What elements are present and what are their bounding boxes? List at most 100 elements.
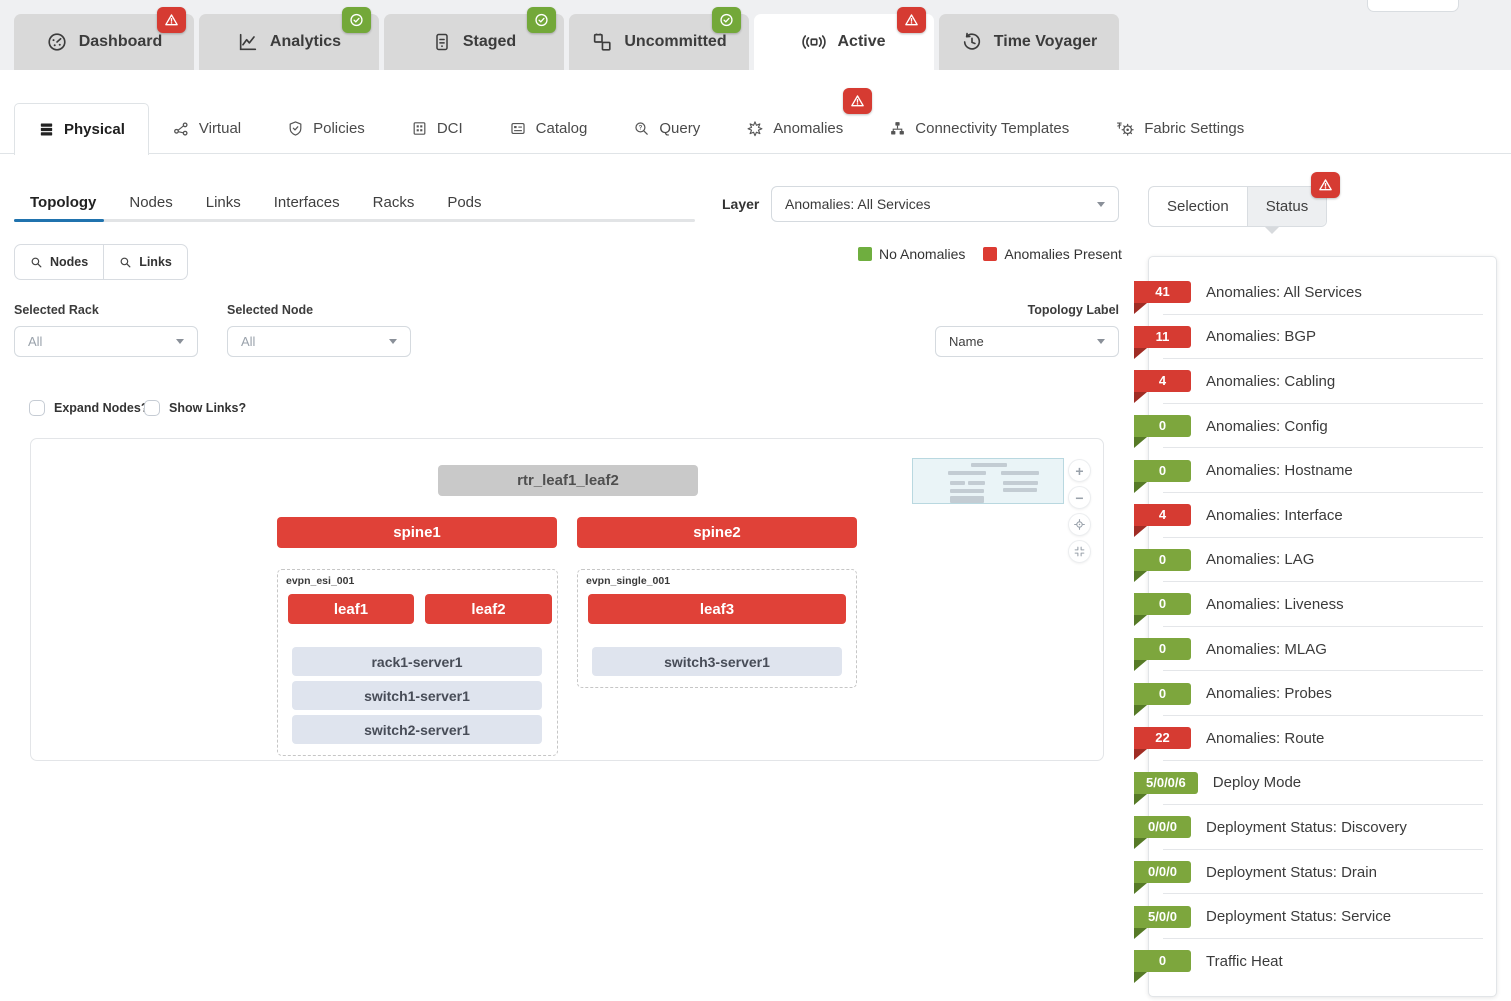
tab-topology[interactable]: Topology [30, 194, 97, 211]
status-row-all-services[interactable]: 41 Anomalies: All Services [1134, 270, 1496, 315]
ok-badge [712, 7, 741, 33]
expand-nodes-label: Expand Nodes? [54, 401, 149, 415]
status-row-deploy-drain[interactable]: 0/0/0 Deployment Status: Drain [1134, 850, 1496, 895]
node-leaf2[interactable]: leaf2 [425, 594, 552, 624]
tab-time-voyager[interactable]: Time Voyager [939, 14, 1119, 70]
selected-rack-label: Selected Rack [14, 303, 99, 317]
status-row-deploy-mode[interactable]: 5/0/0/6 Deploy Mode [1134, 761, 1496, 806]
tab-dashboard[interactable]: Dashboard [14, 7, 194, 70]
status-row-traffic-heat[interactable]: 0 Traffic Heat [1134, 939, 1496, 984]
minimap-bar [950, 495, 984, 503]
count-ribbon: 0 [1134, 950, 1191, 984]
status-row-mlag[interactable]: 0 Anomalies: MLAG [1134, 627, 1496, 672]
selected-node-dropdown[interactable]: All [227, 326, 411, 357]
catalog-icon [511, 122, 525, 135]
node-switch2-server1[interactable]: switch2-server1 [292, 715, 542, 744]
status-row-hostname[interactable]: 0 Anomalies: Hostname [1134, 448, 1496, 493]
anomaly-legend: No Anomalies Anomalies Present [858, 246, 1122, 262]
subnav-policies[interactable]: Policies [264, 103, 388, 154]
top-right-button[interactable] [1367, 0, 1459, 12]
node-switch1-server1[interactable]: switch1-server1 [292, 681, 542, 710]
selected-node-label: Selected Node [227, 303, 314, 317]
topology-label-label: Topology Label [1027, 303, 1119, 317]
warning-badge [157, 7, 186, 33]
status-row-label: Anomalies: Config [1206, 417, 1328, 435]
canvas-zoom-controls: + − [1068, 459, 1091, 563]
physical-icon [40, 123, 53, 136]
layer-dropdown[interactable]: Anomalies: All Services [771, 186, 1119, 222]
search-links-button[interactable]: Links [103, 245, 187, 279]
fit-view-button[interactable] [1068, 540, 1091, 563]
tab-analytics[interactable]: Analytics [199, 7, 379, 70]
uncommitted-icon [594, 33, 611, 51]
node-external-router[interactable]: rtr_leaf1_leaf2 [438, 465, 698, 496]
virtual-icon [173, 121, 188, 136]
status-row-probes[interactable]: 0 Anomalies: Probes [1134, 671, 1496, 716]
tab-label: Staged [462, 33, 517, 50]
subnav-label: Virtual [198, 120, 242, 137]
subnav-label: DCI [436, 120, 463, 137]
tab-links[interactable]: Links [205, 194, 241, 211]
expand-nodes-checkbox-row[interactable]: Expand Nodes? [29, 400, 148, 416]
tab-selection[interactable]: Selection [1149, 187, 1247, 226]
status-row-cabling[interactable]: 4 Anomalies: Cabling [1134, 359, 1496, 404]
count-ribbon: 4 [1134, 370, 1191, 404]
selected-rack-dropdown[interactable]: All [14, 326, 198, 357]
node-rack1-server1[interactable]: rack1-server1 [292, 647, 542, 676]
node-switch3-server1[interactable]: switch3-server1 [592, 647, 842, 676]
tab-label: Uncommitted [624, 33, 727, 50]
topology-label-dropdown[interactable]: Name [935, 326, 1119, 357]
tab-staged[interactable]: Staged [384, 7, 564, 70]
center-view-button[interactable] [1068, 513, 1091, 536]
zoom-in-button[interactable]: + [1068, 459, 1091, 482]
minimap-bar [1001, 470, 1039, 475]
tab-active[interactable]: Active [754, 7, 934, 70]
minimap-bar [950, 489, 984, 493]
status-row-label: Anomalies: Route [1206, 729, 1325, 747]
count-ribbon: 0/0/0 [1134, 861, 1191, 895]
count-ribbon: 0/0/0 [1134, 816, 1191, 850]
tab-label: Time Voyager [993, 33, 1098, 50]
dashboard-icon [48, 33, 66, 51]
subnav-label: Physical [64, 121, 125, 138]
subnav-query[interactable]: ? Query [610, 103, 723, 154]
status-row-label: Anomalies: MLAG [1206, 640, 1327, 658]
subnav-label: Anomalies [773, 120, 844, 137]
status-row-lag[interactable]: 0 Anomalies: LAG [1134, 538, 1496, 583]
node-leaf3[interactable]: leaf3 [588, 594, 846, 624]
tab-nodes[interactable]: Nodes [129, 194, 173, 211]
status-row-bgp[interactable]: 11 Anomalies: BGP [1134, 315, 1496, 360]
status-row-label: Anomalies: Hostname [1206, 462, 1353, 480]
status-row-deploy-discovery[interactable]: 0/0/0 Deployment Status: Discovery [1134, 805, 1496, 850]
crosshair-icon [1074, 519, 1085, 530]
subnav-virtual[interactable]: Virtual [149, 103, 264, 154]
status-row-deploy-service[interactable]: 5/0/0 Deployment Status: Service [1134, 894, 1496, 939]
node-leaf1[interactable]: leaf1 [288, 594, 414, 624]
show-links-checkbox[interactable] [144, 400, 160, 416]
status-row-route[interactable]: 22 Anomalies: Route [1134, 716, 1496, 761]
tab-pods[interactable]: Pods [447, 194, 482, 211]
subnav-fabric-settings[interactable]: Fabric Settings [1092, 103, 1267, 154]
topology-minimap[interactable] [912, 458, 1064, 504]
show-links-checkbox-row[interactable]: Show Links? [144, 400, 246, 416]
status-row-interface[interactable]: 4 Anomalies: Interface [1134, 493, 1496, 538]
subnav-anomalies[interactable]: Anomalies [723, 88, 873, 154]
subnav-connectivity-templates[interactable]: Connectivity Templates [866, 103, 1092, 154]
tab-uncommitted[interactable]: Uncommitted [569, 7, 749, 70]
subnav-label: Connectivity Templates [915, 120, 1070, 137]
node-spine1[interactable]: spine1 [277, 517, 557, 548]
subnav-physical[interactable]: Physical [14, 103, 149, 155]
zoom-out-button[interactable]: − [1068, 486, 1091, 509]
subnav-dci[interactable]: DCI [388, 103, 486, 154]
minimap-bar [950, 481, 965, 485]
chevron-down-icon [1097, 201, 1105, 207]
tab-racks[interactable]: Racks [372, 194, 415, 211]
subnav-catalog[interactable]: Catalog [486, 103, 611, 154]
status-row-config[interactable]: 0 Anomalies: Config [1134, 404, 1496, 449]
expand-nodes-checkbox[interactable] [29, 400, 45, 416]
search-nodes-button[interactable]: Nodes [15, 245, 103, 279]
tab-interfaces[interactable]: Interfaces [273, 194, 340, 211]
status-row-liveness[interactable]: 0 Anomalies: Liveness [1134, 582, 1496, 627]
count-ribbon: 11 [1134, 325, 1191, 359]
node-spine2[interactable]: spine2 [577, 517, 857, 548]
